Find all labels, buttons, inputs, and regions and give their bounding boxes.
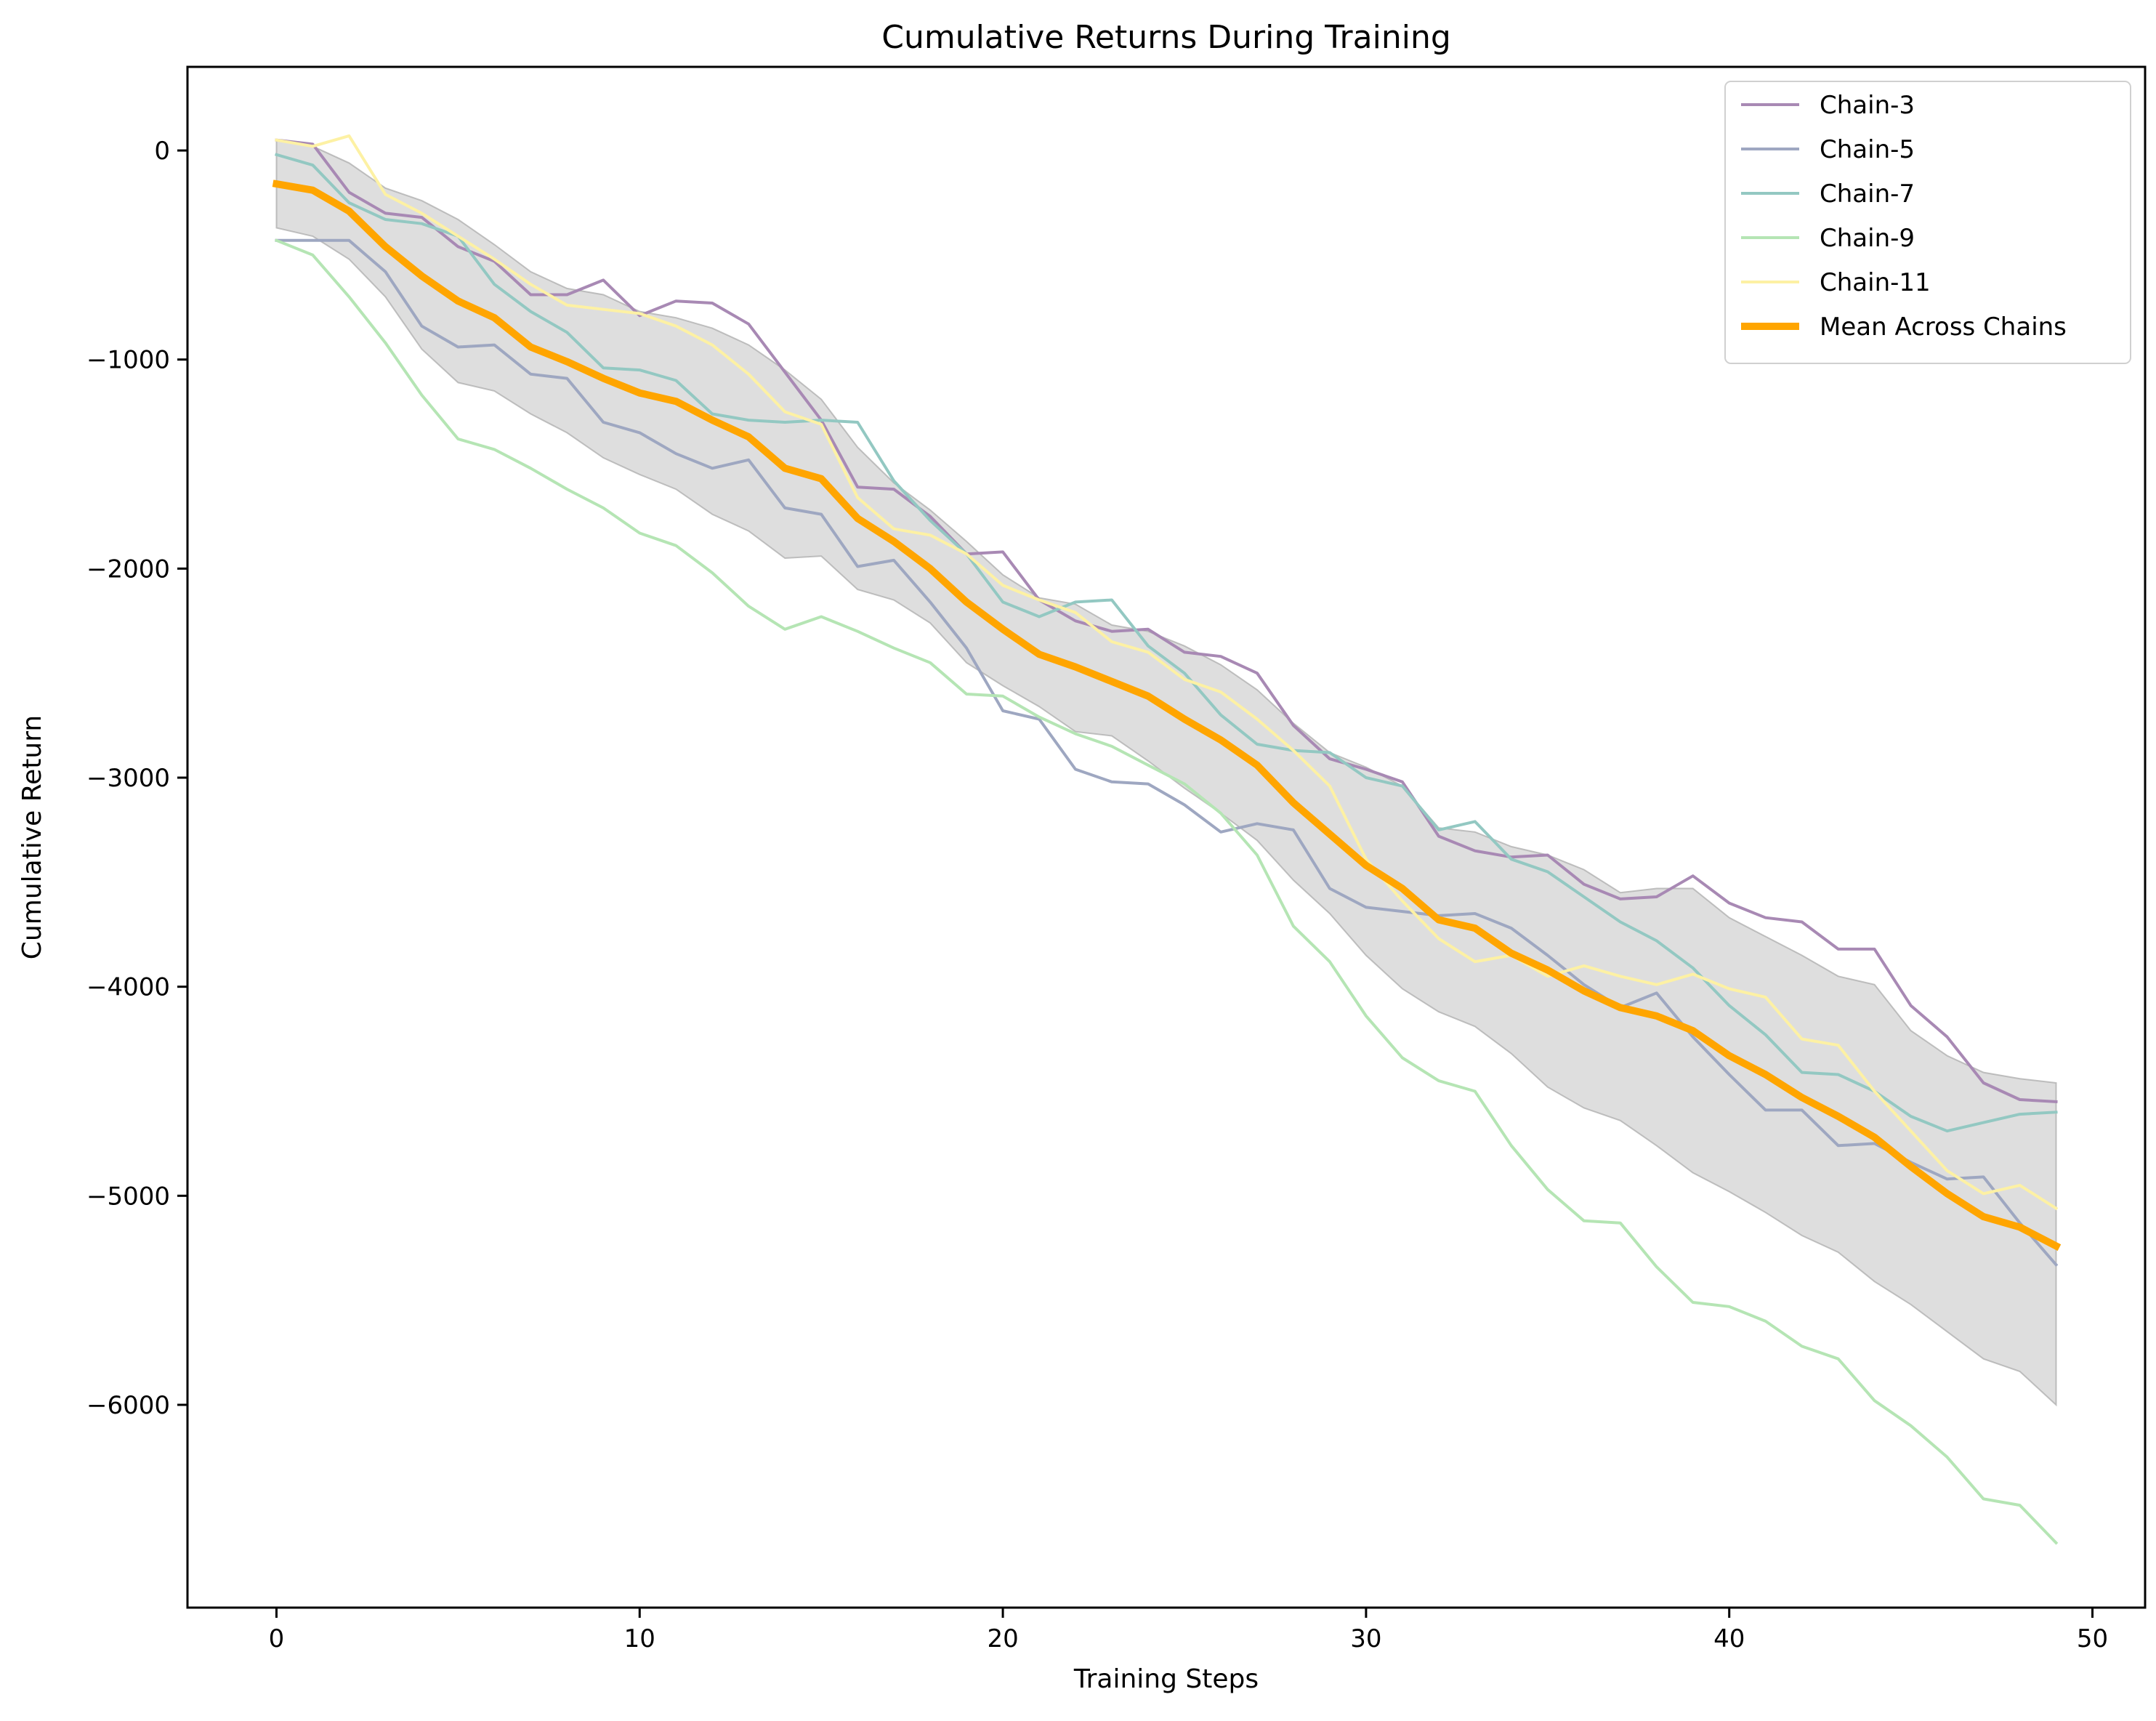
legend-label: Chain-9 (1820, 224, 1915, 253)
y-tick-label: −2000 (86, 555, 170, 584)
series-line-chain-7 (275, 153, 2058, 1133)
std-band (275, 139, 2057, 1407)
series-layer (272, 134, 2062, 1545)
x-tick-label: 20 (987, 1624, 1018, 1653)
series-line-chain-11 (275, 134, 2059, 1211)
y-axis: 0 −1000 −2000 −3000 −4000 −5000 −6000 (86, 137, 187, 1420)
x-axis: 0 10 20 30 40 50 (269, 1608, 2108, 1653)
y-tick-label: 0 (154, 137, 170, 166)
band-layer (275, 139, 2057, 1407)
y-tick-label: −5000 (86, 1182, 170, 1211)
x-tick-label: 30 (1350, 1624, 1381, 1653)
y-tick-label: −6000 (86, 1391, 170, 1420)
plot-area-frame (186, 65, 2147, 1609)
y-axis-label: Cumulative Return (17, 715, 47, 959)
series-line-chain-9 (274, 238, 2059, 1545)
legend-label: Chain-11 (1820, 268, 1931, 297)
legend-label: Chain-7 (1820, 180, 1915, 209)
y-tick-label: −4000 (86, 973, 170, 1002)
legend-label: Chain-3 (1820, 91, 1915, 120)
legend-box (1724, 81, 2131, 364)
legend-label: Mean Across Chains (1820, 313, 2067, 342)
x-tick-label: 40 (1713, 1624, 1745, 1653)
legend: Chain-3 Chain-5 Chain-7 Chain-9 Chain-11 Mean… (1724, 81, 2131, 364)
x-axis-label: Training Steps (1073, 1664, 1259, 1694)
series-line-chain-3 (275, 138, 2058, 1104)
x-tick-label: 10 (624, 1624, 655, 1653)
y-tick-label: −3000 (86, 764, 170, 793)
x-tick-label: 0 (269, 1624, 285, 1653)
series-line-mean-across-chains (272, 180, 2062, 1252)
chart-title: Cumulative Returns During Training (881, 19, 1451, 56)
series-line-chain-5 (275, 238, 2059, 1267)
x-tick-label: 50 (2077, 1624, 2108, 1653)
legend-label: Chain-5 (1820, 135, 1915, 164)
y-tick-label: −1000 (86, 346, 170, 375)
